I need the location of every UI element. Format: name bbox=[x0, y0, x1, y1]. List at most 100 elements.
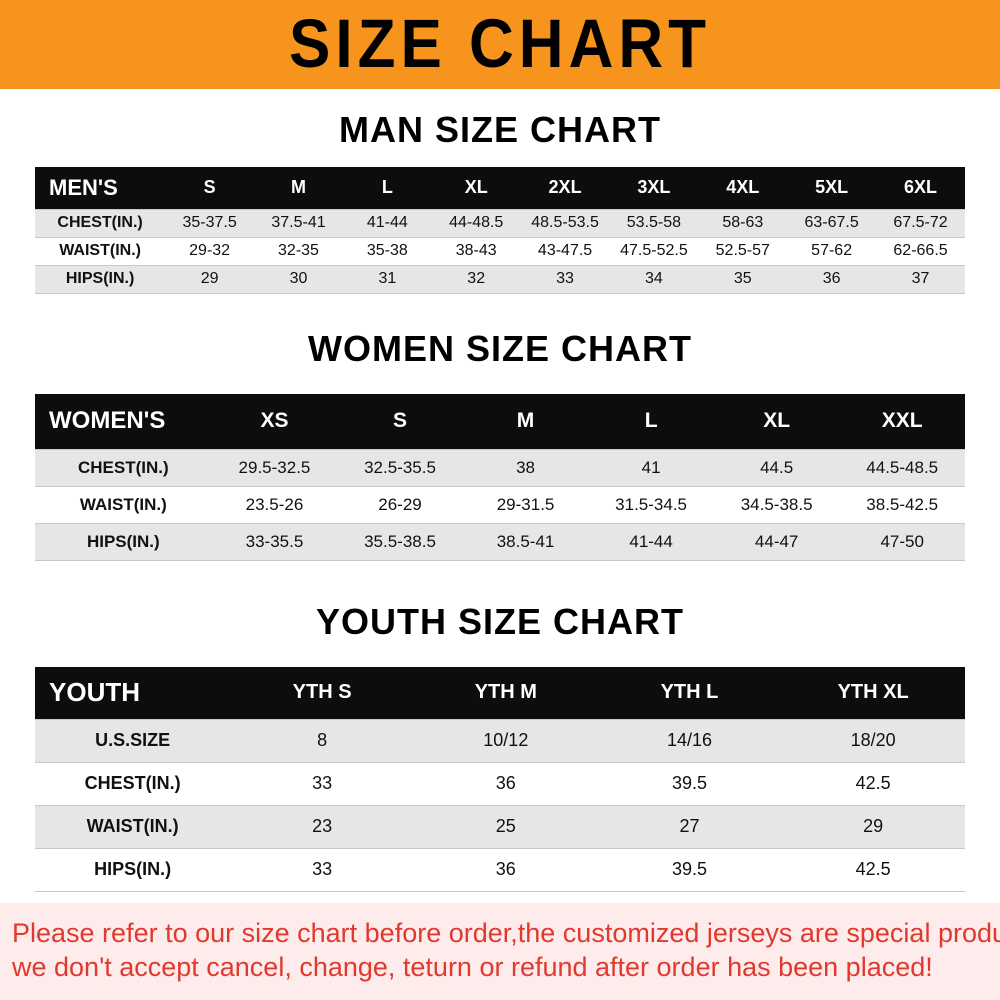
row-label: WAIST(IN.) bbox=[86, 816, 179, 836]
size-value: 23.5-26 bbox=[245, 495, 304, 514]
page-title: SIZE CHART bbox=[289, 6, 711, 83]
youth-size-section: YOUTH SIZE CHART YOUTH YTH S YTH M YTH L YTH… bbox=[0, 561, 1000, 892]
size-value: 10/12 bbox=[483, 730, 529, 750]
size-value: 44.5-48.5 bbox=[866, 458, 939, 477]
row-label: HIPS(IN.) bbox=[65, 270, 135, 287]
table-header-row: MEN'S S M L XL 2XL 3XL 4XL 5XL 6XL bbox=[35, 167, 965, 209]
size-value: 8 bbox=[317, 730, 328, 750]
table-row: HIPS(IN.) 33-35.5 35.5-38.5 38.5-41 41-44 44-… bbox=[35, 523, 965, 561]
table-row: WAIST(IN.) 23.5-26 26-29 29-31.5 31.5-34.5 34… bbox=[35, 486, 965, 524]
row-label: WAIST(IN.) bbox=[59, 242, 141, 259]
disclaimer-line-2: we don't accept cancel, change, teturn o… bbox=[12, 952, 933, 983]
size-value: 48.5-53.5 bbox=[531, 214, 599, 231]
column-header: YTH L bbox=[660, 681, 719, 704]
size-value: 43-47.5 bbox=[537, 242, 593, 259]
men-size-table: MEN'S S M L XL 2XL 3XL 4XL 5XL 6XL CHEST(IN.) 35-37… bbox=[35, 167, 965, 294]
table-title: YOUTH bbox=[49, 677, 140, 708]
column-header: YTH S bbox=[292, 681, 352, 704]
size-value: 38-43 bbox=[455, 242, 497, 259]
size-value: 44.5 bbox=[760, 458, 794, 477]
size-value: 39.5 bbox=[671, 859, 707, 879]
row-label: WAIST(IN.) bbox=[79, 495, 167, 514]
banner: SIZE CHART bbox=[0, 0, 1000, 89]
size-value: 31 bbox=[378, 270, 397, 287]
size-value: 53.5-58 bbox=[626, 214, 682, 231]
table-row: CHEST(IN.) 35-37.5 37.5-41 41-44 44-48.5 48.5… bbox=[35, 209, 965, 237]
column-header: YTH M bbox=[474, 681, 537, 704]
size-value: 29-31.5 bbox=[496, 495, 555, 514]
size-value: 35 bbox=[733, 270, 752, 287]
size-value: 36 bbox=[495, 773, 516, 793]
table-row: WAIST(IN.) 23 25 27 29 bbox=[35, 805, 965, 848]
table-row: WAIST(IN.) 29-32 32-35 35-38 38-43 43-47.5 47.… bbox=[35, 237, 965, 265]
row-label: CHEST(IN.) bbox=[78, 458, 169, 477]
size-value: 26-29 bbox=[378, 495, 422, 514]
size-value: 36 bbox=[822, 270, 841, 287]
column-header: XL bbox=[464, 177, 488, 198]
table-header-row: YOUTH YTH S YTH M YTH L YTH XL bbox=[35, 667, 965, 719]
size-value: 34.5-38.5 bbox=[740, 495, 813, 514]
size-value: 44-47 bbox=[754, 532, 799, 551]
column-header: M bbox=[290, 177, 306, 198]
table-row: CHEST(IN.) 29.5-32.5 32.5-35.5 38 41 44.5 44.5… bbox=[35, 449, 965, 487]
size-value: 58-63 bbox=[722, 214, 764, 231]
size-value: 33 bbox=[556, 270, 574, 287]
table-title: WOMEN'S bbox=[49, 407, 166, 435]
table-row: HIPS(IN.) 33 36 39.5 42.5 bbox=[35, 848, 965, 891]
size-value: 32 bbox=[467, 270, 486, 287]
size-value: 29 bbox=[863, 816, 884, 836]
women-size-table: WOMEN'S XS S M L XL XXL CHEST(IN.) 29.5-32.5 32.5… bbox=[35, 393, 965, 562]
size-value: 39.5 bbox=[671, 773, 707, 793]
size-value: 18/20 bbox=[850, 730, 896, 750]
size-value: 37 bbox=[911, 270, 930, 287]
column-header: M bbox=[516, 409, 535, 433]
column-header: YTH XL bbox=[837, 681, 909, 704]
size-value: 33 bbox=[312, 773, 333, 793]
column-header: S bbox=[393, 409, 408, 433]
column-header: 5XL bbox=[815, 177, 849, 198]
size-value: 31.5-34.5 bbox=[615, 495, 688, 514]
size-value: 35-38 bbox=[366, 242, 408, 259]
size-value: 57-62 bbox=[811, 242, 853, 259]
column-header: 4XL bbox=[726, 177, 760, 198]
men-size-section: MAN SIZE CHART MEN'S S M L XL 2XL 3XL 4XL 5XL 6XL… bbox=[0, 89, 1000, 294]
column-header: L bbox=[381, 177, 393, 198]
size-value: 62-66.5 bbox=[893, 242, 948, 259]
women-section-heading: WOMEN SIZE CHART bbox=[308, 327, 692, 369]
column-header: XXL bbox=[881, 409, 923, 433]
size-value: 14/16 bbox=[666, 730, 712, 750]
row-label: CHEST(IN.) bbox=[57, 214, 143, 231]
disclaimer-line-1: Please refer to our size chart before or… bbox=[12, 917, 1000, 948]
size-value: 37.5-41 bbox=[271, 214, 326, 231]
row-label: U.S.SIZE bbox=[95, 730, 171, 750]
table-title: MEN'S bbox=[49, 174, 118, 200]
size-value: 25 bbox=[495, 816, 516, 836]
size-value: 33-35.5 bbox=[245, 532, 304, 551]
size-value: 42.5 bbox=[855, 859, 891, 879]
size-value: 41-44 bbox=[366, 214, 408, 231]
size-value: 35.5-38.5 bbox=[364, 532, 436, 551]
youth-size-table: YOUTH YTH S YTH M YTH L YTH XL U.S.SIZE 8 10/12… bbox=[35, 667, 965, 892]
size-value: 34 bbox=[645, 270, 663, 287]
size-value: 33 bbox=[312, 859, 333, 879]
women-size-section: WOMEN SIZE CHART WOMEN'S XS S M L XL XXL CHEST(… bbox=[0, 294, 1000, 562]
row-label: HIPS(IN.) bbox=[94, 859, 172, 879]
disclaimer: Please refer to our size chart before or… bbox=[0, 902, 1000, 1000]
table-header-row: WOMEN'S XS S M L XL XXL bbox=[35, 393, 965, 450]
size-value: 38.5-42.5 bbox=[866, 495, 939, 514]
men-section-heading: MAN SIZE CHART bbox=[339, 109, 661, 150]
table-row: CHEST(IN.) 33 36 39.5 42.5 bbox=[35, 762, 965, 805]
size-value: 42.5 bbox=[855, 773, 891, 793]
size-value: 32.5-35.5 bbox=[364, 458, 436, 477]
size-value: 23 bbox=[312, 816, 333, 836]
size-value: 63-67.5 bbox=[804, 214, 859, 231]
column-header: XL bbox=[763, 409, 791, 433]
table-row: U.S.SIZE 8 10/12 14/16 18/20 bbox=[35, 719, 965, 762]
size-value: 30 bbox=[289, 270, 308, 287]
size-value: 29-32 bbox=[189, 242, 231, 259]
size-value: 41 bbox=[641, 458, 661, 477]
size-value: 47-50 bbox=[880, 532, 924, 551]
youth-section-heading: YOUTH SIZE CHART bbox=[315, 601, 684, 642]
size-value: 36 bbox=[495, 859, 516, 879]
